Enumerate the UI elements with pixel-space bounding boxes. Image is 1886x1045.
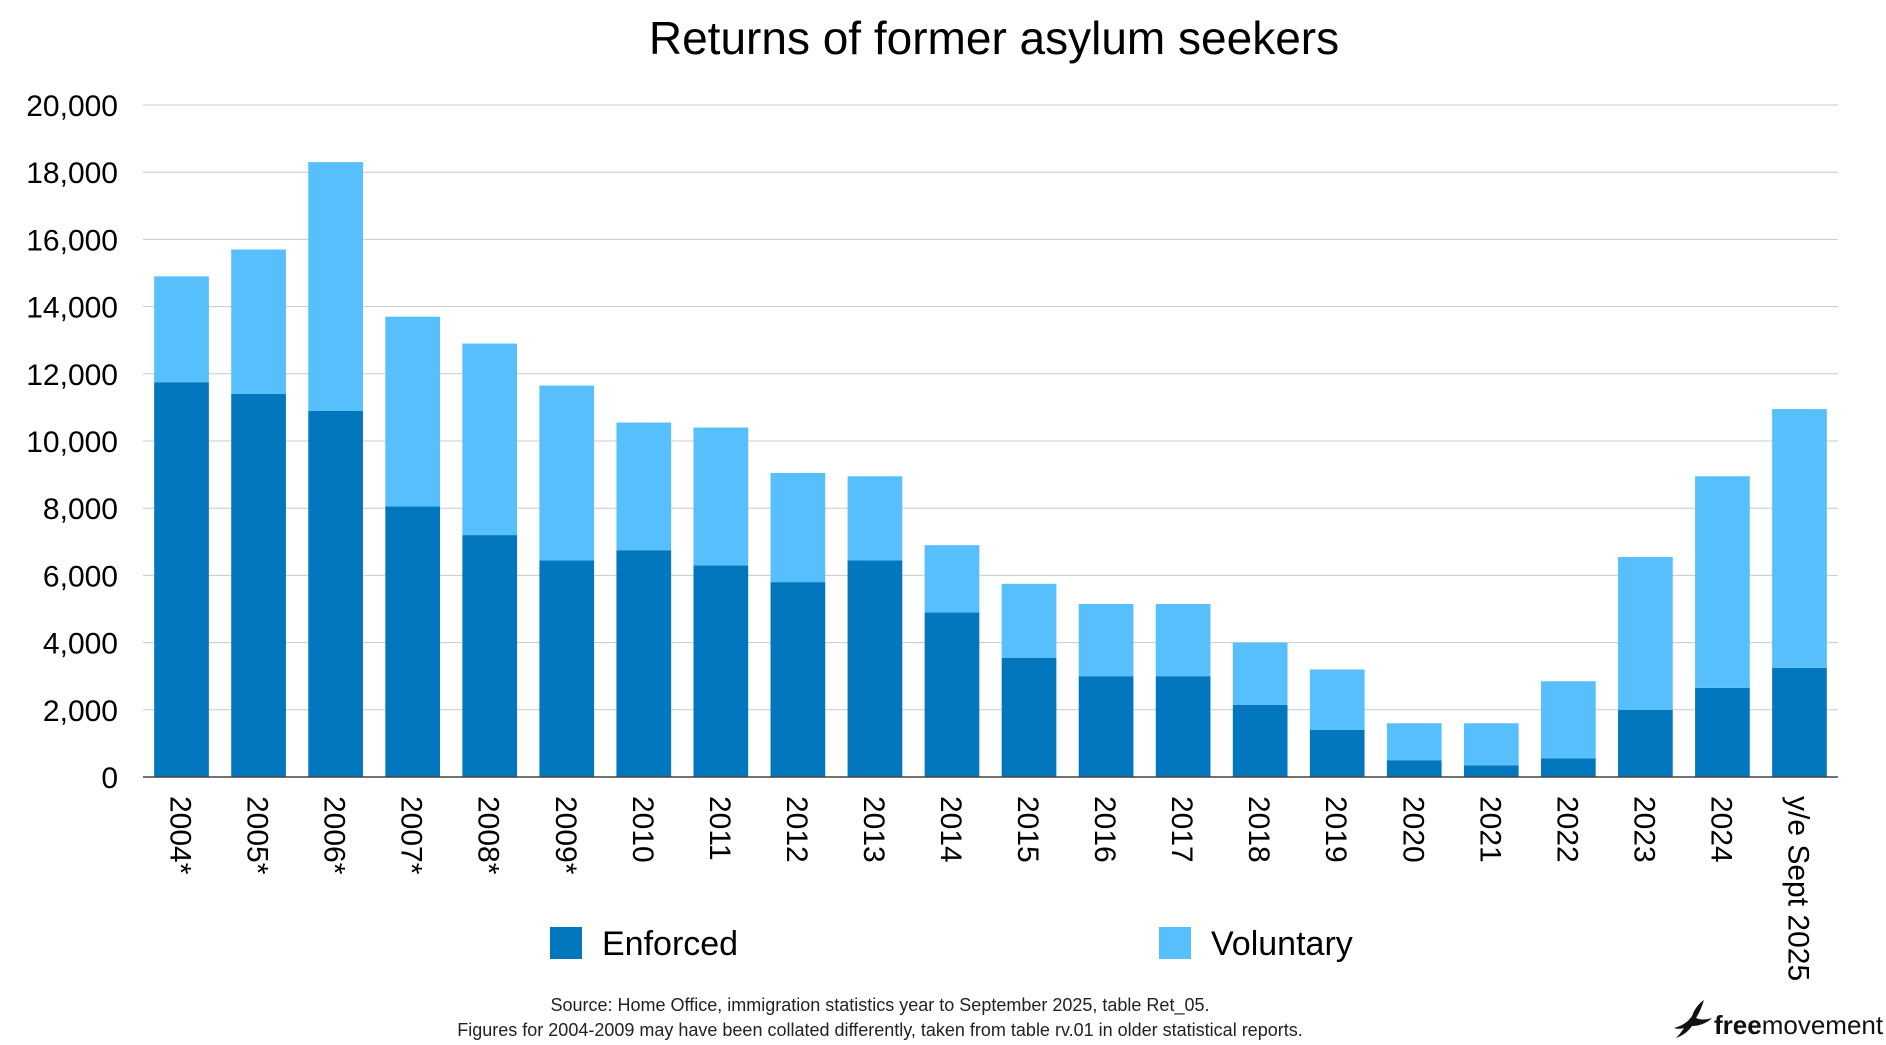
bar-voluntary bbox=[1078, 603, 1134, 677]
bar-voluntary bbox=[462, 343, 518, 536]
bar-enforced bbox=[847, 560, 903, 777]
x-tick-label: 2011 bbox=[703, 796, 736, 861]
bar-enforced bbox=[1232, 704, 1288, 777]
x-tick-label: 2021 bbox=[1473, 796, 1506, 863]
bar-enforced bbox=[1618, 709, 1673, 777]
brand-name: freemovement bbox=[1714, 1010, 1883, 1041]
x-tick-label: 2017 bbox=[1165, 796, 1198, 863]
bar-voluntary bbox=[1386, 723, 1442, 761]
y-axis-ticks: 0 2,000 4,000 6,000 8,000 10,000 12,000 14,000 1… bbox=[26, 90, 118, 795]
x-tick-label: 2007* bbox=[395, 796, 428, 875]
bar-enforced bbox=[1001, 657, 1057, 777]
y-tick-label: 8,000 bbox=[43, 493, 118, 526]
chart-title: Returns of former asylum seekers bbox=[649, 12, 1339, 64]
y-tick-label: 20,000 bbox=[26, 90, 118, 123]
bar-enforced bbox=[539, 560, 595, 777]
bar-enforced bbox=[1772, 667, 1827, 777]
bar-enforced bbox=[616, 550, 672, 777]
source-note: Source: Home Office, immigration statist… bbox=[550, 995, 1210, 1015]
y-tick-label: 2,000 bbox=[43, 695, 118, 728]
x-tick-label: 2023 bbox=[1627, 796, 1660, 863]
bar-enforced bbox=[385, 506, 441, 777]
bar-voluntary bbox=[847, 476, 903, 561]
x-tick-label: 2022 bbox=[1550, 796, 1583, 863]
y-tick-label: 0 bbox=[101, 762, 118, 795]
brand-logo: freemovement bbox=[1672, 998, 1883, 1041]
legend-swatch-enforced bbox=[550, 927, 582, 959]
x-tick-label: 2010 bbox=[626, 796, 659, 863]
brand-suffix: movement bbox=[1761, 1010, 1884, 1040]
bar-voluntary bbox=[924, 545, 980, 613]
legend-label-enforced: Enforced bbox=[602, 925, 738, 963]
y-tick-label: 4,000 bbox=[43, 628, 118, 661]
bar-enforced bbox=[1540, 758, 1596, 777]
x-tick-label: 2019 bbox=[1319, 796, 1352, 863]
bar-enforced bbox=[308, 410, 363, 777]
y-tick-label: 12,000 bbox=[26, 359, 118, 392]
bar-voluntary bbox=[1309, 669, 1365, 730]
x-tick-label: 2020 bbox=[1396, 796, 1429, 863]
x-tick-label: 2015 bbox=[1011, 796, 1044, 863]
bars bbox=[154, 162, 1827, 777]
x-tick-label: y/e Sept 2025 bbox=[1781, 796, 1814, 981]
bar-voluntary bbox=[693, 427, 749, 566]
bar-enforced bbox=[1386, 760, 1442, 777]
bar-enforced bbox=[1155, 676, 1211, 777]
y-tick-label: 18,000 bbox=[26, 157, 118, 190]
bar-voluntary bbox=[770, 472, 826, 583]
bar-voluntary bbox=[1155, 603, 1211, 677]
x-tick-label: 2024 bbox=[1704, 796, 1737, 863]
legend-label-voluntary: Voluntary bbox=[1211, 925, 1353, 963]
x-tick-label: 2014 bbox=[934, 796, 967, 863]
x-tick-label: 2018 bbox=[1242, 796, 1275, 863]
bar-enforced bbox=[770, 582, 826, 777]
bar-voluntary bbox=[1618, 556, 1673, 710]
x-axis-ticks: 2004* 2005* 2006* 2007* 2008* 2009* 2010 2011 20… bbox=[164, 796, 1815, 981]
bar-enforced bbox=[231, 393, 286, 777]
bar-enforced bbox=[924, 612, 980, 777]
bar-enforced bbox=[1463, 765, 1519, 777]
bar-voluntary bbox=[385, 316, 441, 507]
bar-enforced bbox=[154, 382, 209, 777]
bar-voluntary bbox=[1772, 409, 1827, 668]
bar-voluntary bbox=[539, 385, 595, 561]
bar-voluntary bbox=[616, 422, 672, 551]
x-tick-label: 2012 bbox=[780, 796, 813, 863]
x-tick-label: 2004* bbox=[164, 796, 197, 875]
x-tick-label: 2009* bbox=[549, 796, 582, 875]
x-tick-label: 2016 bbox=[1088, 796, 1121, 863]
x-tick-label: 2006* bbox=[318, 796, 351, 875]
x-tick-label: 2005* bbox=[241, 796, 274, 875]
brand-prefix: free bbox=[1714, 1010, 1762, 1040]
bar-voluntary bbox=[308, 162, 363, 411]
y-tick-label: 10,000 bbox=[26, 426, 118, 459]
x-tick-label: 2013 bbox=[857, 796, 890, 863]
y-tick-label: 6,000 bbox=[43, 560, 118, 593]
bar-voluntary bbox=[1540, 681, 1596, 759]
legend-swatch-voluntary bbox=[1159, 927, 1191, 959]
bar-voluntary bbox=[1463, 723, 1519, 766]
bar-enforced bbox=[693, 565, 749, 777]
y-tick-label: 14,000 bbox=[26, 292, 118, 325]
bar-enforced bbox=[462, 535, 518, 777]
bar-enforced bbox=[1695, 687, 1750, 777]
bar-voluntary bbox=[1001, 583, 1057, 658]
bar-enforced bbox=[1309, 729, 1365, 777]
bar-voluntary bbox=[231, 249, 286, 394]
bar-voluntary bbox=[1695, 476, 1750, 688]
x-tick-label: 2008* bbox=[472, 796, 505, 875]
methodology-note: Figures for 2004-2009 may have been coll… bbox=[457, 1020, 1303, 1040]
bird-icon bbox=[1674, 1000, 1712, 1038]
legend: Enforced Voluntary bbox=[550, 925, 1353, 963]
bar-voluntary bbox=[1232, 642, 1288, 705]
y-tick-label: 16,000 bbox=[26, 224, 118, 257]
bar-voluntary bbox=[154, 276, 209, 383]
bar-enforced bbox=[1078, 676, 1134, 777]
